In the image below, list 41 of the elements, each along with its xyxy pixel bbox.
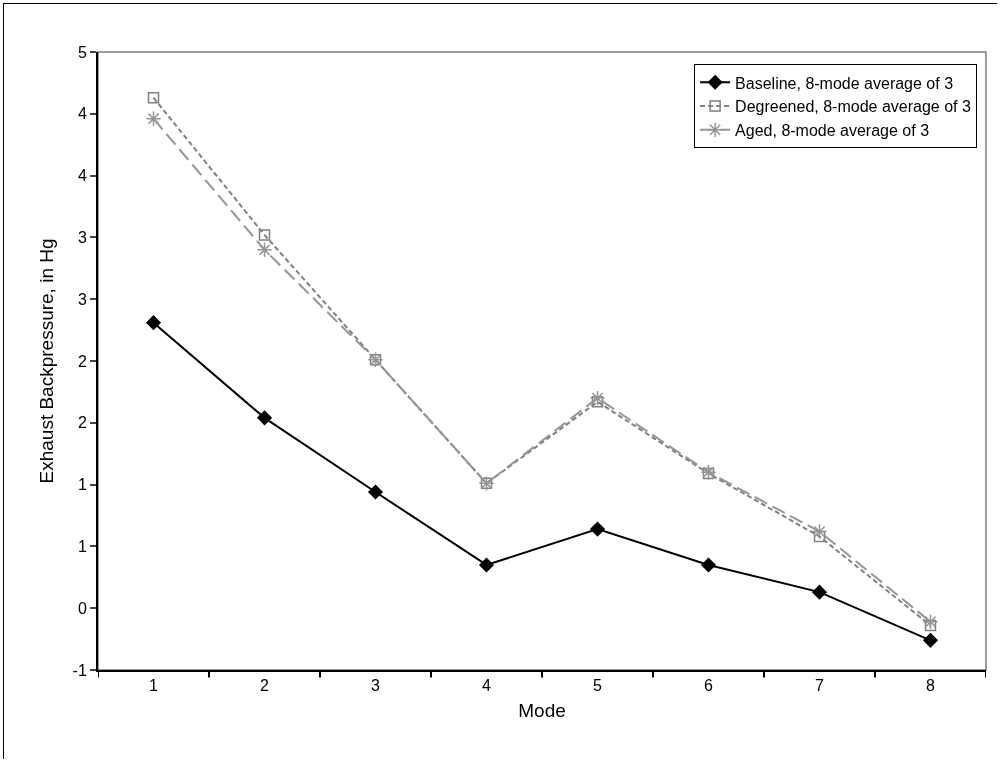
y-tick-label: 0 [77, 599, 87, 617]
y-tick-label: 2 [77, 352, 87, 370]
point [146, 315, 161, 330]
point [922, 613, 939, 630]
point [257, 410, 272, 426]
x-tick-label: 2 [260, 677, 270, 695]
y-tick-label: -1 [72, 661, 87, 679]
y-axis-title: Exhaust Backpressure, in Hg [35, 238, 57, 484]
point [258, 229, 271, 241]
point [924, 619, 937, 632]
x-tick-label: 7 [815, 677, 825, 695]
y-tick-label: 5 [77, 43, 87, 61]
point [923, 633, 938, 648]
x-axis-title: Mode [518, 699, 566, 721]
point [147, 91, 160, 104]
x-tick-label: 4 [482, 677, 492, 695]
point [811, 523, 828, 540]
x-tick-label: 3 [371, 677, 381, 695]
point [812, 584, 827, 600]
point [589, 390, 606, 407]
y-tick-label: 3 [77, 290, 87, 308]
point [256, 241, 273, 258]
x-tick-label: 5 [593, 677, 603, 695]
y-tick-label: 4 [77, 105, 87, 123]
x-tick-label: 8 [926, 677, 936, 695]
y-tick-label: 1 [77, 476, 87, 494]
x-tick-label: 1 [149, 677, 159, 695]
y-tick-label: 2 [77, 414, 87, 432]
y-tick-label: 4 [77, 167, 87, 185]
point [479, 557, 494, 573]
point [368, 484, 383, 500]
point [701, 557, 716, 573]
point [590, 521, 605, 537]
legend-label: Degreened, 8-mode average of 3 [735, 98, 971, 116]
x-tick-label: 6 [704, 677, 714, 695]
point [591, 396, 604, 408]
y-tick-label: 3 [77, 229, 87, 246]
legend-label: Aged, 8-mode average of 3 [735, 122, 930, 140]
point [145, 110, 162, 127]
y-tick-label: 1 [77, 538, 87, 555]
legend-label: Baseline, 8-mode average of 3 [735, 74, 954, 92]
